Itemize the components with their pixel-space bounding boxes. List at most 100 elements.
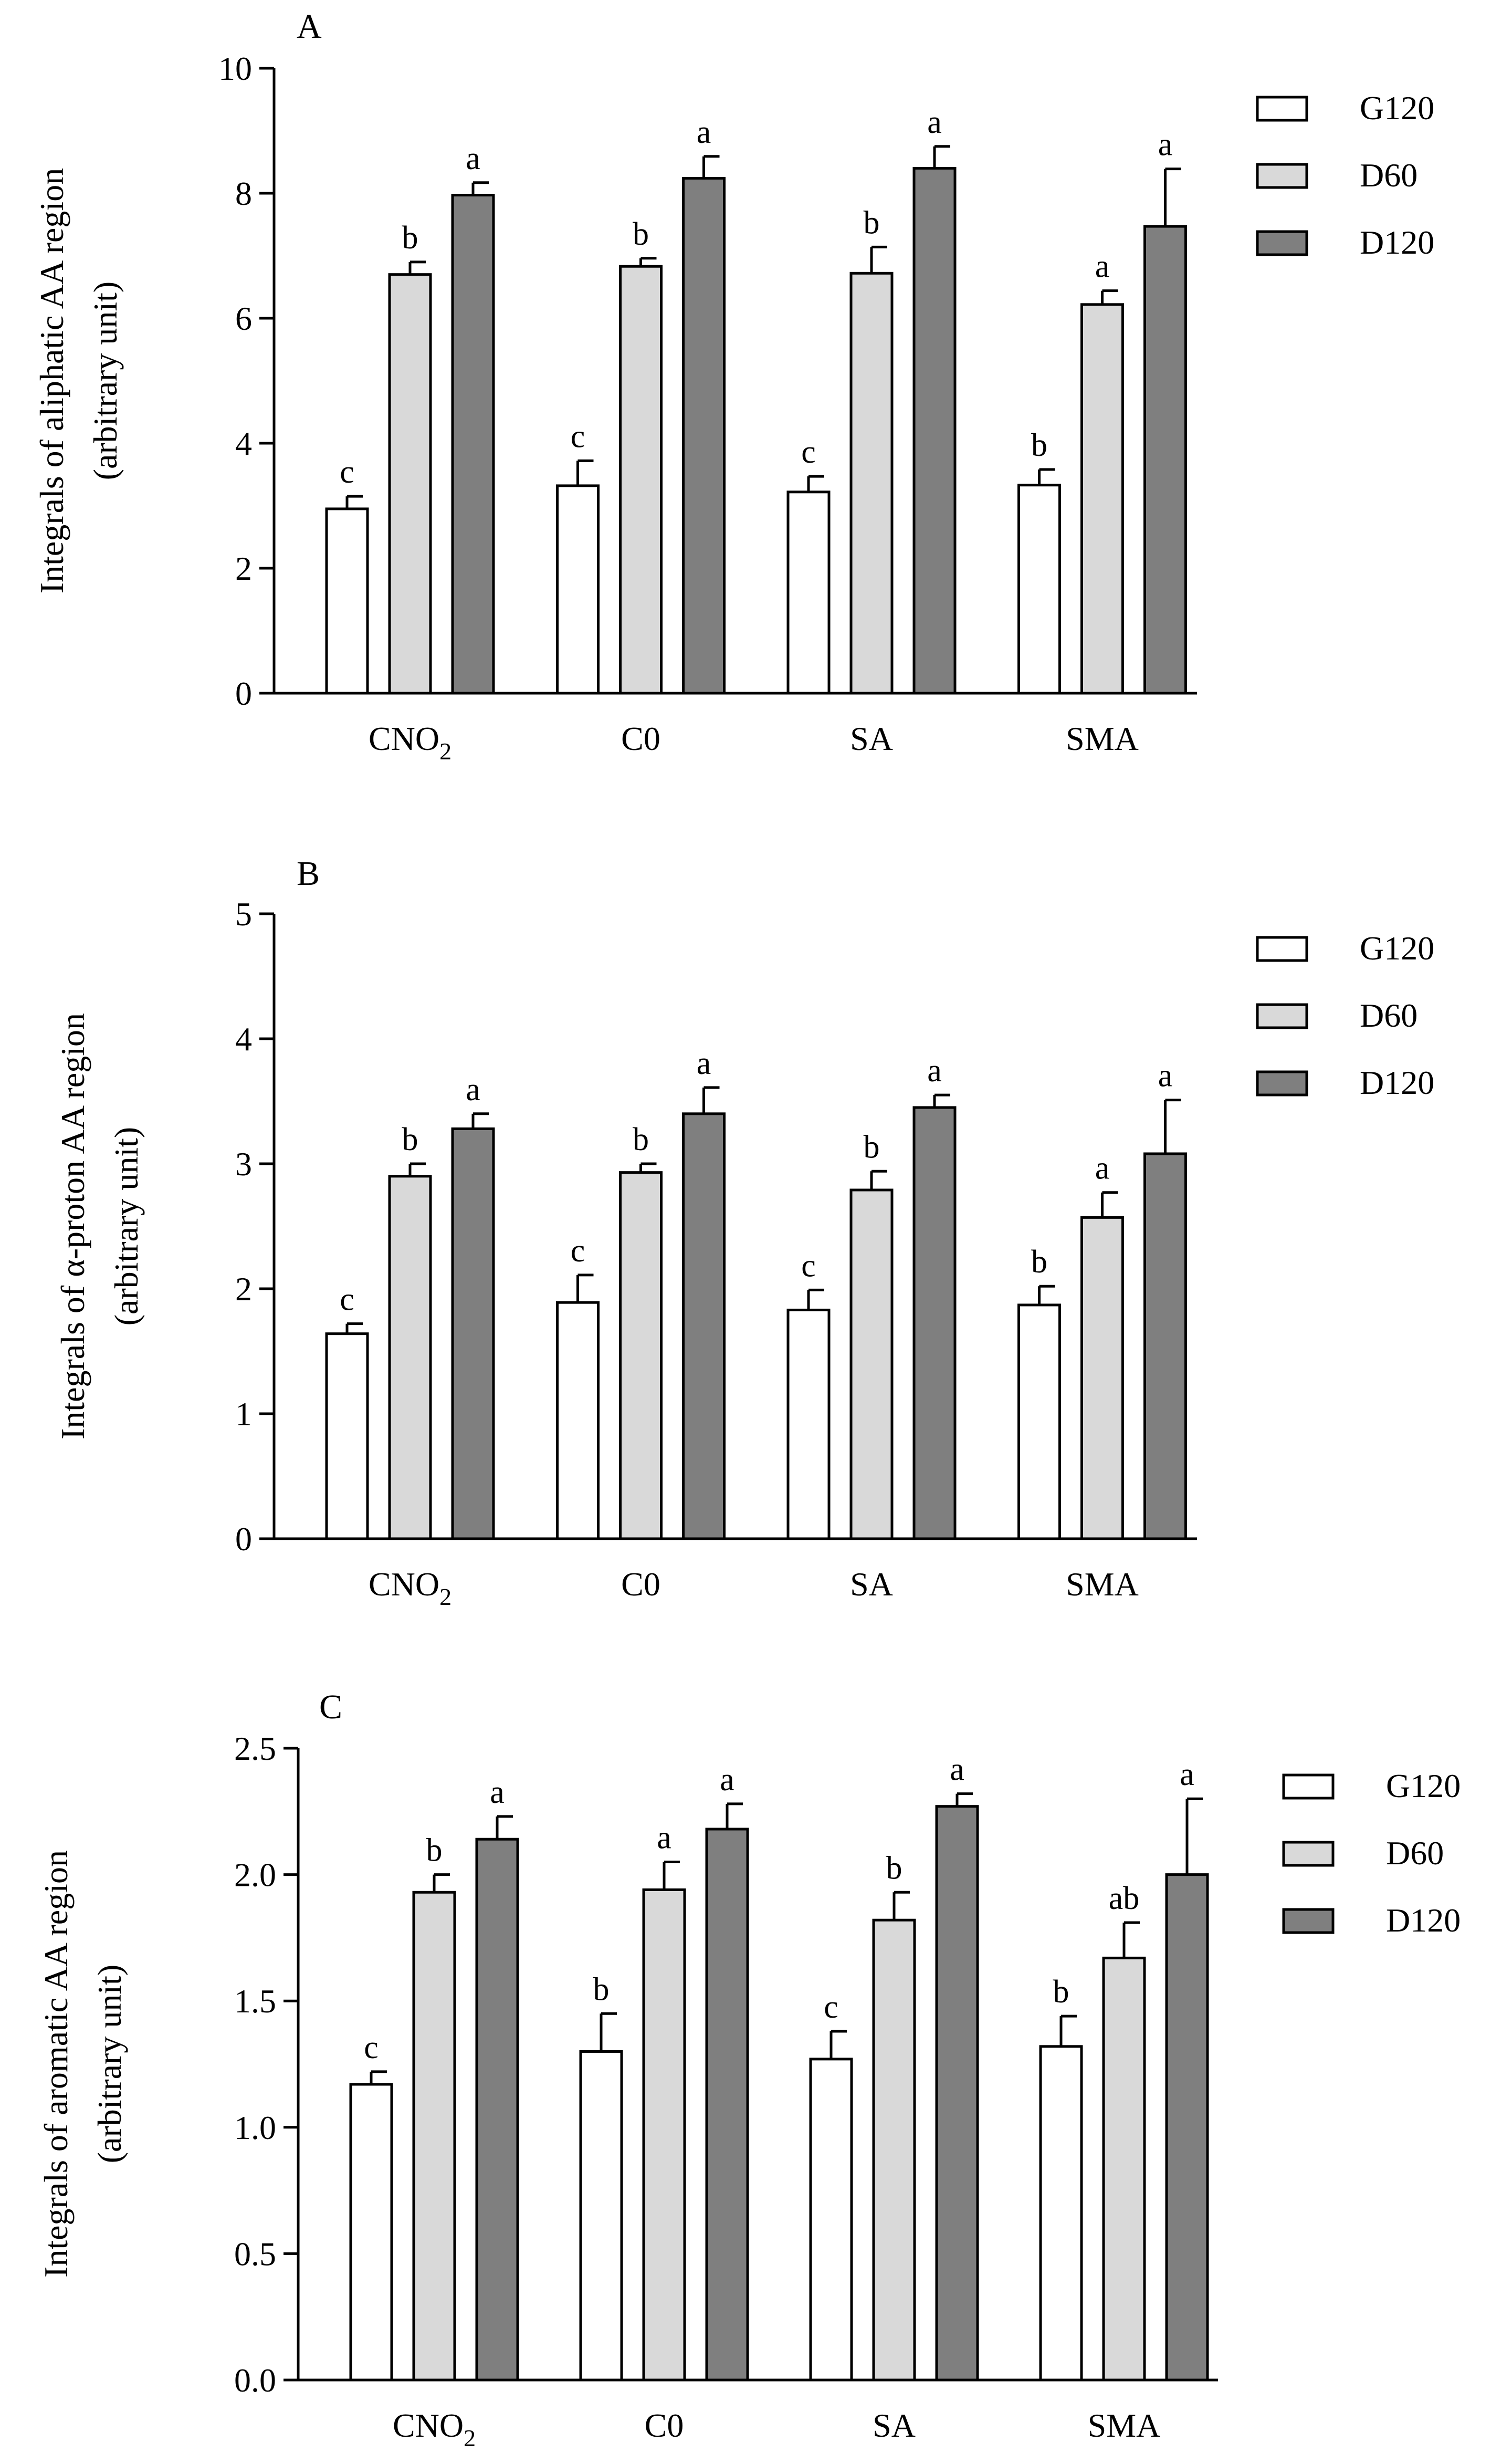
legend-swatch-d60 bbox=[1256, 1003, 1308, 1029]
significance-letter: a bbox=[1095, 249, 1110, 285]
legend-label-g120: G120 bbox=[1386, 1767, 1461, 1804]
y-tick-label: 6 bbox=[235, 300, 252, 337]
significance-letter: a bbox=[950, 1752, 964, 1788]
significance-letter: b bbox=[1031, 427, 1047, 463]
bar-d120 bbox=[451, 194, 495, 695]
legend-label-d120: D120 bbox=[1360, 224, 1434, 261]
significance-letter: b bbox=[1053, 1974, 1069, 2010]
y-tick-label: 8 bbox=[235, 175, 252, 212]
legend-label-d120: D120 bbox=[1386, 1902, 1461, 1939]
bar-d120 bbox=[1165, 1873, 1209, 2382]
significance-letter: a bbox=[1158, 1058, 1173, 1094]
legend-swatch-d120 bbox=[1282, 1908, 1335, 1934]
y-tick-label: 5 bbox=[235, 895, 252, 933]
x-tick-label: C0 bbox=[621, 1565, 660, 1603]
bar-g120 bbox=[579, 2050, 623, 2382]
legend-swatch-g120 bbox=[1256, 96, 1308, 122]
significance-letter: b bbox=[886, 1850, 902, 1886]
panel-label: A bbox=[297, 7, 322, 46]
bar-g120 bbox=[1017, 1303, 1061, 1540]
significance-letter: c bbox=[340, 1282, 354, 1318]
bar-g120 bbox=[809, 2058, 853, 2382]
y-axis-subtitle: (arbitrary unit) bbox=[108, 1127, 145, 1326]
panel-label: C bbox=[319, 1688, 342, 1726]
bar-d60 bbox=[388, 273, 432, 695]
chart-panel-a: 0 2 4 6 8 10 Integrals of aliphatic AA region (… bbox=[33, 7, 1434, 765]
legend-label-d60: D60 bbox=[1386, 1834, 1444, 1872]
bar-d120 bbox=[1143, 1152, 1187, 1540]
x-tick-label: C0 bbox=[621, 720, 660, 757]
y-tick-label: 1 bbox=[235, 1395, 252, 1433]
legend-swatch-d60 bbox=[1282, 1841, 1335, 1867]
y-axis-title: Integrals of aromatic AA region bbox=[37, 1850, 75, 2278]
y-tick-label: 2 bbox=[235, 1270, 252, 1308]
bar-g120 bbox=[556, 1301, 600, 1540]
legend-swatch-d120 bbox=[1256, 230, 1308, 256]
legend-label-d60: D60 bbox=[1360, 997, 1418, 1034]
significance-letter: b bbox=[402, 220, 418, 256]
bar-d60 bbox=[619, 1171, 663, 1540]
x-tick-label: SMA bbox=[1088, 2407, 1161, 2444]
significance-letter: c bbox=[364, 2030, 379, 2065]
y-tick-label: 0 bbox=[235, 675, 252, 712]
bar-d60 bbox=[1080, 303, 1124, 695]
bar-d120 bbox=[451, 1127, 495, 1540]
legend-label-d120: D120 bbox=[1360, 1064, 1434, 1101]
bar-d60 bbox=[412, 1891, 456, 2382]
significance-letter: a bbox=[1180, 1757, 1194, 1792]
significance-letter: b bbox=[864, 205, 880, 241]
bar-d120 bbox=[682, 176, 726, 695]
significance-letter: a bbox=[466, 1072, 480, 1108]
x-tick-label: SMA bbox=[1066, 1565, 1139, 1603]
significance-letter: a bbox=[657, 1820, 671, 1856]
y-axis-title: Integrals of α-proton AA region bbox=[54, 1013, 91, 1439]
y-axis-subtitle: (arbitrary unit) bbox=[91, 1965, 128, 2164]
significance-letter: c bbox=[340, 454, 354, 490]
significance-letter: c bbox=[801, 1248, 816, 1283]
significance-letter: b bbox=[426, 1833, 443, 1869]
bar-g120 bbox=[1039, 2045, 1083, 2382]
y-tick-label: 4 bbox=[235, 425, 252, 462]
significance-letter: b bbox=[1031, 1244, 1047, 1280]
significance-letter: a bbox=[1095, 1151, 1110, 1186]
legend-swatch-g120 bbox=[1256, 936, 1308, 962]
bar-d120 bbox=[912, 1106, 957, 1540]
x-tick-label: CNO2 bbox=[369, 1565, 452, 1610]
bar-d60 bbox=[388, 1175, 432, 1540]
x-tick-label: CNO2 bbox=[369, 720, 452, 765]
x-tick-label: SMA bbox=[1066, 720, 1139, 757]
y-tick-label: 0.5 bbox=[234, 2235, 276, 2272]
legend-swatch-d60 bbox=[1256, 163, 1308, 189]
significance-letter: b bbox=[633, 1122, 649, 1157]
bar-d60 bbox=[1080, 1216, 1124, 1540]
y-axis-subtitle: (arbitrary unit) bbox=[87, 281, 124, 481]
y-tick-label: 2.0 bbox=[234, 1856, 276, 1894]
significance-letter: b bbox=[402, 1122, 418, 1157]
bar-d60 bbox=[872, 1918, 916, 2382]
chart-panel-c: 0.0 0.5 1.0 1.5 2.0 2.5 Integrals of aromatic … bbox=[37, 1688, 1461, 2451]
bar-g120 bbox=[786, 490, 831, 695]
legend-swatch-d120 bbox=[1256, 1070, 1308, 1097]
y-tick-label: 10 bbox=[218, 50, 252, 87]
bar-d60 bbox=[1102, 1956, 1146, 2382]
y-tick-label: 1.5 bbox=[234, 1982, 276, 2020]
x-tick-label: SA bbox=[850, 1565, 893, 1603]
y-tick-label: 2.5 bbox=[234, 1730, 276, 1767]
significance-letter: a bbox=[720, 1762, 734, 1798]
bar-g120 bbox=[349, 2083, 393, 2382]
y-tick-label: 0.0 bbox=[234, 2362, 276, 2399]
bar-g120 bbox=[1017, 484, 1061, 695]
bar-d60 bbox=[849, 272, 894, 695]
significance-letter: a bbox=[927, 105, 942, 140]
y-tick-label: 1.0 bbox=[234, 2109, 276, 2146]
legend-label-d60: D60 bbox=[1360, 156, 1418, 194]
y-tick-label: 2 bbox=[235, 550, 252, 587]
bar-d60 bbox=[619, 265, 663, 695]
significance-letter: c bbox=[824, 1989, 838, 2025]
panel-label: B bbox=[297, 854, 320, 893]
y-tick-label: 0 bbox=[235, 1520, 252, 1558]
significance-letter: a bbox=[466, 141, 480, 176]
bar-d60 bbox=[849, 1188, 894, 1540]
